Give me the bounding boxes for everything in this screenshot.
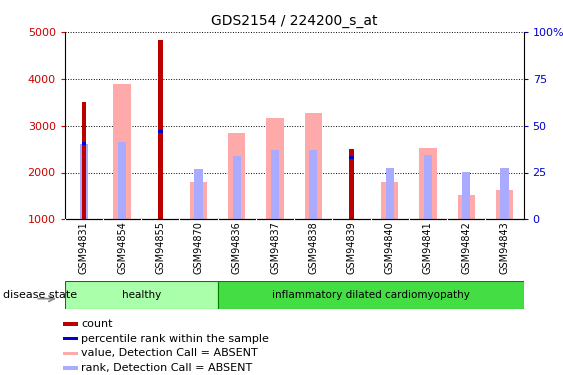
- Bar: [462, 172, 471, 219]
- Bar: [190, 182, 207, 219]
- Bar: [349, 156, 354, 159]
- Text: GSM94854: GSM94854: [117, 221, 127, 274]
- Text: rank, Detection Call = ABSENT: rank, Detection Call = ABSENT: [81, 363, 252, 373]
- Bar: [496, 190, 513, 219]
- Bar: [63, 337, 78, 340]
- Bar: [65, 281, 218, 309]
- Bar: [63, 322, 78, 326]
- Bar: [114, 84, 131, 219]
- Bar: [386, 168, 394, 219]
- Text: GSM94836: GSM94836: [232, 221, 242, 274]
- Bar: [82, 102, 86, 219]
- Bar: [63, 352, 78, 355]
- Text: GSM94842: GSM94842: [461, 221, 471, 274]
- Text: GSM94843: GSM94843: [499, 221, 510, 274]
- Text: value, Detection Call = ABSENT: value, Detection Call = ABSENT: [81, 348, 258, 358]
- Bar: [501, 168, 509, 219]
- Text: GSM94839: GSM94839: [346, 221, 356, 274]
- Bar: [381, 182, 399, 219]
- Text: inflammatory dilated cardiomyopathy: inflammatory dilated cardiomyopathy: [272, 290, 470, 300]
- Bar: [63, 366, 78, 369]
- Bar: [118, 142, 126, 219]
- Bar: [349, 149, 354, 219]
- Bar: [271, 150, 279, 219]
- Bar: [309, 150, 318, 219]
- Bar: [194, 169, 203, 219]
- Bar: [419, 148, 436, 219]
- Text: GSM94837: GSM94837: [270, 221, 280, 274]
- Bar: [266, 118, 284, 219]
- Text: GSM94838: GSM94838: [309, 221, 318, 274]
- Text: GSM94840: GSM94840: [385, 221, 395, 274]
- Bar: [233, 156, 241, 219]
- Text: disease state: disease state: [3, 290, 77, 300]
- Text: count: count: [81, 319, 113, 329]
- Bar: [458, 195, 475, 219]
- Bar: [158, 130, 163, 133]
- Text: GSM94870: GSM94870: [194, 221, 204, 274]
- Title: GDS2154 / 224200_s_at: GDS2154 / 224200_s_at: [211, 14, 377, 28]
- Text: healthy: healthy: [122, 290, 161, 300]
- Bar: [424, 154, 432, 219]
- Bar: [305, 112, 322, 219]
- Text: GSM94831: GSM94831: [79, 221, 89, 274]
- Bar: [218, 281, 524, 309]
- Bar: [158, 40, 163, 219]
- Bar: [79, 144, 88, 219]
- Bar: [82, 142, 86, 146]
- Text: percentile rank within the sample: percentile rank within the sample: [81, 334, 269, 344]
- Bar: [228, 133, 245, 219]
- Text: GSM94855: GSM94855: [155, 221, 166, 274]
- Text: GSM94841: GSM94841: [423, 221, 433, 274]
